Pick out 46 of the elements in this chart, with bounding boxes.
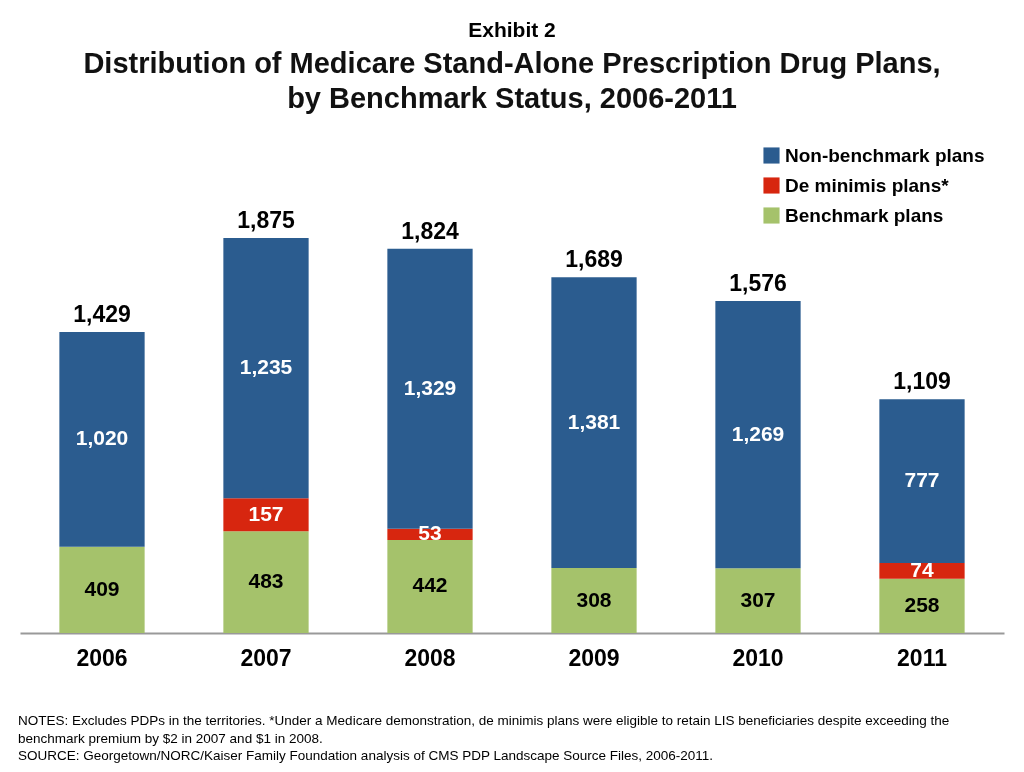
total-label: 1,689 — [565, 245, 623, 272]
bar — [387, 539, 473, 633]
data-label: 1,329 — [403, 375, 457, 399]
data-label: 307 — [740, 587, 776, 611]
x-tick-label: 2010 — [732, 644, 784, 671]
source-note: SOURCE: Georgetown/NORC/Kaiser Family Foundation analysis of CMS PDP Landscape Source Files, 2006-2011. — [18, 747, 715, 765]
total-label: 1,109 — [893, 367, 951, 394]
bar — [223, 497, 309, 531]
bar — [879, 398, 965, 563]
data-label: 483 — [248, 568, 284, 592]
x-tick-label: 2009 — [568, 644, 620, 671]
data-label: 308 — [576, 587, 612, 611]
data-label: 1,381 — [567, 409, 621, 433]
legend-label: Non-benchmark plans — [785, 144, 985, 166]
bar — [223, 237, 309, 498]
bar — [59, 546, 145, 633]
data-label: 1,269 — [731, 421, 785, 445]
bar — [223, 530, 309, 633]
total-label: 1,576 — [729, 269, 787, 296]
data-label: 777 — [904, 467, 940, 491]
x-tick-label: 2011 — [897, 644, 948, 671]
total-label: 1,429 — [73, 300, 131, 327]
data-label: 258 — [904, 592, 940, 616]
chart-title: Distribution of Medicare Stand-Alone Prescription Drug Plans, by Benchmark Status, 2006-2011 — [82, 46, 942, 116]
legend-label: Benchmark plans — [785, 204, 944, 226]
chart-subtitle: Exhibit 2 — [467, 17, 557, 42]
bar — [715, 300, 801, 568]
bar — [715, 567, 801, 633]
total-label: 1,875 — [237, 206, 295, 233]
bar — [551, 276, 637, 568]
bar — [551, 567, 637, 633]
bar — [879, 578, 965, 633]
text: NOTES: Excludes PDPs in the territories. *Under a Medicare demonstration, de minimis plans were eligible to retain LIS beneficiaries despite exceeding the benchmark premium by $2 in 2007 and $1 in 2008. — [18, 712, 951, 748]
data-label: 74 — [910, 557, 934, 581]
x-tick-label: 2007 — [240, 644, 292, 671]
data-label: 442 — [412, 573, 448, 597]
bar — [59, 331, 145, 547]
bar — [879, 562, 965, 579]
data-label: 1,020 — [75, 425, 129, 449]
data-label: 157 — [248, 501, 284, 525]
data-label: 1,235 — [239, 354, 293, 378]
x-tick-label: 2006 — [76, 644, 128, 671]
data-label: 409 — [84, 576, 120, 600]
x-tick-label: 2008 — [404, 644, 456, 671]
legend-label: De minimis plans* — [785, 174, 950, 196]
total-label: 1,824 — [401, 217, 459, 244]
